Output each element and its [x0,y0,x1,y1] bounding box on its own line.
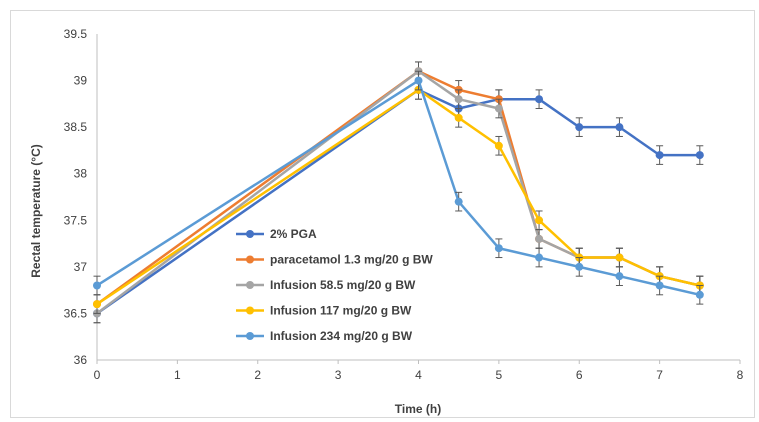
legend-item: Infusion 117 mg/20 g BW [236,304,412,318]
data-point [695,151,704,160]
data-point [535,253,544,262]
data-point [494,244,503,253]
y-tick-label: 39.5 [64,27,88,41]
data-point [535,234,544,243]
x-tick-label: 2 [254,368,261,382]
x-tick-label: 5 [496,368,503,382]
data-point [575,123,584,132]
data-point [655,151,664,160]
legend-item: 2% PGA [236,227,317,241]
legend-label: Infusion 117 mg/20 g BW [270,304,412,318]
data-point [535,216,544,225]
data-point [615,272,624,281]
legend-item: Infusion 58.5 mg/20 g BW [236,278,416,292]
legend: 2% PGA paracetamol 1.3 mg/20 g BW Infusion… [236,227,433,343]
legend-label: 2% PGA [270,227,317,241]
legend-label: Infusion 58.5 mg/20 g BW [270,278,416,292]
legend-swatch-marker [246,230,254,238]
series-line [96,70,701,306]
legend-swatch-marker [246,255,254,264]
data-point [454,113,463,122]
data-point [494,141,503,150]
x-tick-labels: 0 1 2 3 4 5 6 7 8 [94,360,744,382]
x-axis-title: Time (h) [395,402,441,416]
y-tick-labels: 36 36.5 37 37.5 38 38.5 39 39.5 [64,27,88,367]
y-tick-label: 37 [74,260,88,274]
x-tick-label: 3 [335,368,342,382]
data-point [575,262,584,271]
data-point [535,95,544,104]
y-tick-label: 36.5 [64,306,88,320]
data-point [615,253,624,262]
data-point [615,123,624,132]
legend-swatch-marker [246,306,254,315]
x-tick-label: 0 [94,368,101,382]
legend-label: paracetamol 1.3 mg/20 g BW [270,253,433,267]
data-point [93,281,101,290]
series-4 [93,70,704,305]
x-tick-label: 7 [656,368,663,382]
chart-frame [10,10,755,418]
data-point [414,76,423,85]
data-point [93,300,101,309]
y-tick-label: 38.5 [64,120,88,134]
data-point [695,290,704,299]
legend-swatch-marker [246,281,254,289]
legend-swatch-marker [246,332,254,340]
y-tick-label: 36 [74,353,88,367]
data-point [454,95,463,104]
x-tick-label: 4 [415,368,422,382]
legend-label: Infusion 234 mg/20 g BW [270,329,413,343]
y-tick-label: 37.5 [64,213,88,227]
data-point [494,104,503,113]
y-tick-label: 38 [74,167,88,181]
legend-item: Infusion 234 mg/20 g BW [236,329,413,343]
legend-item: paracetamol 1.3 mg/20 g BW [236,253,433,267]
data-point [655,281,664,290]
data-point [454,197,463,206]
y-axis-title: Rectal temperature (°C) [29,144,43,278]
x-tick-label: 8 [737,368,744,382]
x-tick-label: 6 [576,368,583,382]
y-tick-label: 39 [74,74,88,88]
x-tick-label: 1 [174,368,181,382]
plot-area [93,61,704,324]
series-line [96,88,701,306]
